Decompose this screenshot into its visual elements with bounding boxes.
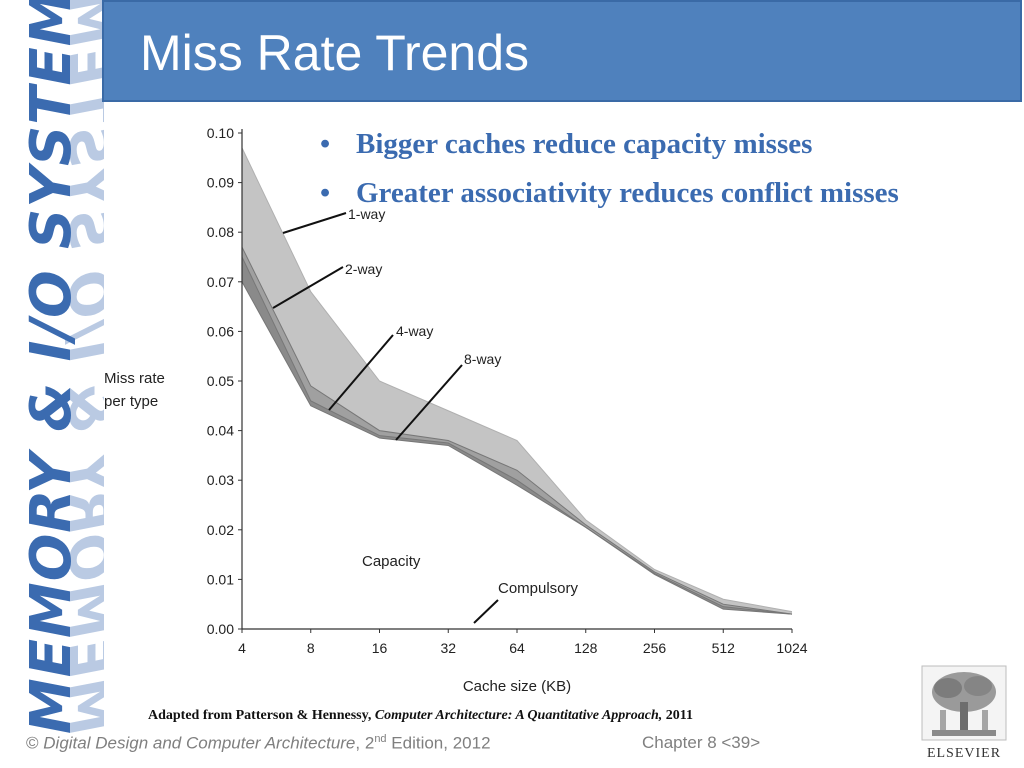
miss-rate-chart: 0.00 0.01 0.02 0.03 0.04 0.05 0.06 0.07 0.08 0.09… (104, 125, 808, 695)
x-tick-label: 1024 (776, 640, 807, 656)
bullet-list: • Bigger caches reduce capacity misses • G… (310, 120, 1010, 218)
copyright-book: Digital Design and Computer Architecture (43, 733, 356, 753)
bullet-dot-icon: • (320, 128, 331, 160)
title-bar: Miss Rate Trends (102, 0, 1022, 102)
x-tick-label: 64 (509, 640, 525, 656)
series-line-8-way (241, 281, 793, 615)
bullet-dot-icon: • (320, 177, 331, 209)
copyright: © Digital Design and Computer Architectu… (26, 733, 491, 754)
leader-8-way (395, 364, 463, 441)
series-line-4-way (241, 256, 793, 615)
y-tick-label: 0.10 (207, 125, 234, 141)
band-2-way (242, 247, 792, 615)
series-line-2-way (241, 246, 793, 615)
leader-4-way (328, 334, 394, 411)
annotation-8-way: 8-way (464, 351, 501, 367)
page-title: Miss Rate Trends (140, 25, 530, 81)
bullet-item: • Greater associativity reduces conflict … (310, 169, 1010, 218)
credit-prefix: Adapted from Patterson & Hennessy, (148, 708, 375, 723)
copyright-edition: , 2 (355, 733, 375, 753)
y-axis-label-line1: Miss rate (104, 370, 165, 387)
y-tick-label: 0.04 (207, 423, 234, 439)
y-tick-label: 0.09 (207, 175, 234, 191)
bullet-item: • Bigger caches reduce capacity misses (310, 120, 1010, 169)
credit-year: 2011 (662, 708, 693, 723)
copyright-sup: nd (374, 733, 387, 745)
series-line-1-way (241, 147, 793, 613)
y-tick-label: 0.07 (207, 274, 234, 290)
y-tick-label: 0.06 (207, 323, 234, 339)
chapter-number: Chapter 8 <39> (642, 733, 761, 752)
y-tick-label: 0.00 (207, 621, 234, 637)
y-tick-label: 0.05 (207, 373, 234, 389)
annotation-4-way: 4-way (396, 323, 433, 339)
copyright-year: Edition, 2012 (386, 733, 491, 753)
x-tick-label: 4 (238, 640, 246, 656)
band-1-way (242, 147, 792, 615)
elsevier-logo: ELSEVIER (918, 664, 1010, 762)
sidebar-title: MEMORY & I/O SYSTEMS (19, 0, 84, 734)
x-tick-label: 8 (307, 640, 315, 656)
x-tick-label: 256 (643, 640, 667, 656)
y-axis-label-line2: per type (104, 393, 158, 410)
x-axis-label: Cache size (KB) (463, 678, 571, 695)
bullet-text: Greater associativity reduces conflict m… (356, 177, 899, 209)
y-tick-label: 0.01 (207, 571, 234, 587)
source-credit: Adapted from Patterson & Hennessy, Compu… (148, 708, 693, 724)
bullet-text: Bigger caches reduce capacity misses (356, 128, 813, 160)
annotation-1-way: 1-way (348, 206, 385, 222)
leader-1-way (282, 212, 347, 234)
leader-compulsory (473, 599, 499, 624)
annotation-2-way: 2-way (345, 261, 382, 277)
y-tick-label: 0.03 (207, 472, 234, 488)
logo-text: ELSEVIER (926, 746, 1002, 761)
tree-icon (921, 665, 1007, 741)
x-tick-label: 128 (574, 640, 598, 656)
x-tick-label: 32 (440, 640, 456, 656)
annotation-capacity: Capacity (362, 553, 421, 570)
credit-book: Computer Architecture: A Quantitative Ap… (374, 708, 663, 723)
copyright-symbol: © (26, 733, 39, 753)
sidebar: MEMORY & I/O SYSTEMS MEMORY & I/O SYSTEM… (0, 0, 104, 768)
x-tick-label: 16 (372, 640, 388, 656)
annotation-compulsory: Compulsory (498, 580, 579, 597)
x-tick-label: 512 (712, 640, 736, 656)
y-tick-label: 0.08 (207, 224, 234, 240)
leader-2-way (272, 266, 344, 309)
y-tick-label: 0.02 (207, 522, 234, 538)
